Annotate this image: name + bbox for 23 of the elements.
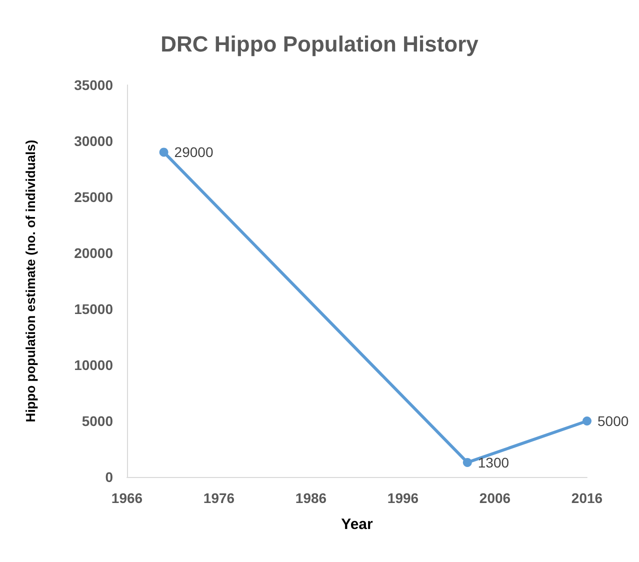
data-label: 29000 xyxy=(174,144,214,160)
data-label: 5000 xyxy=(598,413,629,429)
point xyxy=(582,416,592,426)
x-axis-title: Year xyxy=(341,516,374,533)
y-tick-label: 0 xyxy=(105,469,114,485)
x-tick-label: 1976 xyxy=(203,490,235,506)
y-tick-label: 15000 xyxy=(74,301,114,317)
x-tick-label: 2006 xyxy=(479,490,511,506)
x-tick-label: 1966 xyxy=(111,490,143,506)
chart-title: DRC Hippo Population History xyxy=(160,32,480,56)
y-tick-label: 30000 xyxy=(74,133,114,149)
y-axis-title: Hippo population estimate (no. of individuals) xyxy=(23,140,38,422)
y-tick-label: 10000 xyxy=(74,357,114,373)
y-tick-label: 35000 xyxy=(74,77,114,93)
y-tick-label: 25000 xyxy=(74,189,114,205)
point xyxy=(159,148,168,157)
x-tick-label: 1986 xyxy=(295,490,327,506)
point xyxy=(462,458,472,467)
y-tick-label: 20000 xyxy=(74,245,114,261)
y-tick-label: 5000 xyxy=(82,413,114,429)
data-label: 1300 xyxy=(478,454,510,470)
x-tick-label: 2016 xyxy=(571,490,603,506)
x-tick-label: 1996 xyxy=(387,490,419,506)
